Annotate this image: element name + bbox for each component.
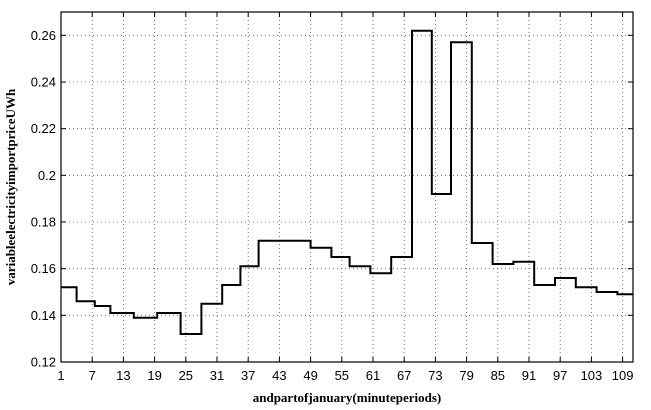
y-tick-label: 0.18	[31, 215, 56, 230]
x-tick-label: 1	[57, 368, 64, 383]
y-axis-title: variableelectricityimportpriceUWh	[3, 88, 18, 285]
x-tick-label: 103	[581, 368, 603, 383]
ticks-layer	[60, 12, 633, 363]
y-tick-label: 0.16	[31, 261, 56, 276]
price-series-line	[61, 29, 633, 335]
x-tick-label: 13	[116, 368, 130, 383]
x-tick-label: 37	[241, 368, 255, 383]
y-tick-label: 0.14	[31, 308, 56, 323]
x-tick-label: 73	[428, 368, 442, 383]
x-tick-label: 49	[303, 368, 317, 383]
x-tick-label: 25	[179, 368, 193, 383]
x-tick-label: 43	[272, 368, 286, 383]
y-tick-label: 0.26	[31, 28, 56, 43]
y-tick-label: 0.12	[31, 355, 56, 370]
series-layer	[61, 29, 633, 335]
x-tick-label: 79	[459, 368, 473, 383]
grid-layer	[60, 12, 633, 363]
y-tick-label: 0.2	[38, 168, 56, 183]
x-tick-label: 61	[366, 368, 380, 383]
x-tick-label: 91	[522, 368, 536, 383]
x-tick-label: 67	[397, 368, 411, 383]
x-tick-label: 31	[210, 368, 224, 383]
y-tick-label: 0.22	[31, 121, 56, 136]
tick-labels-layer: 1 7 13 19 25 31 37 43 49 55 61 67 73 79 85 91 97 103 109 0.…	[31, 28, 634, 383]
x-axis-title: andpartofjanuary(minuteperiods)	[253, 390, 442, 405]
x-tick-label: 19	[147, 368, 161, 383]
x-tick-label: 85	[491, 368, 505, 383]
y-tick-label: 0.24	[31, 75, 56, 90]
x-tick-label: 7	[89, 368, 96, 383]
plot-frame	[60, 11, 634, 363]
x-tick-label: 55	[335, 368, 349, 383]
x-tick-label: 97	[553, 368, 567, 383]
x-tick-label: 109	[612, 368, 634, 383]
